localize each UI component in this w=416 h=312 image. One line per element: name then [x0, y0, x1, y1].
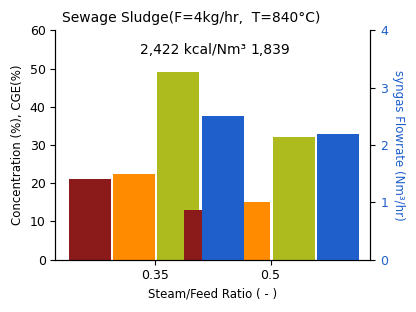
Bar — [69, 179, 111, 260]
Text: Sewage Sludge(F=4kg/hr,  T=840°C): Sewage Sludge(F=4kg/hr, T=840°C) — [62, 11, 320, 25]
Bar — [317, 134, 359, 260]
Bar — [184, 210, 226, 260]
Text: 1,839: 1,839 — [251, 43, 290, 57]
Bar — [272, 137, 315, 260]
Bar — [113, 174, 155, 260]
Y-axis label: syngas Flowrate (Nm³/hr): syngas Flowrate (Nm³/hr) — [392, 70, 405, 220]
X-axis label: Steam/Feed Ratio ( - ): Steam/Feed Ratio ( - ) — [149, 288, 277, 301]
Bar — [228, 202, 270, 260]
Y-axis label: Concentration (%), CGE(%): Concentration (%), CGE(%) — [11, 65, 24, 225]
Bar — [157, 72, 200, 260]
Bar — [202, 116, 244, 260]
Text: 2,422 kcal/Nm³: 2,422 kcal/Nm³ — [140, 43, 246, 57]
